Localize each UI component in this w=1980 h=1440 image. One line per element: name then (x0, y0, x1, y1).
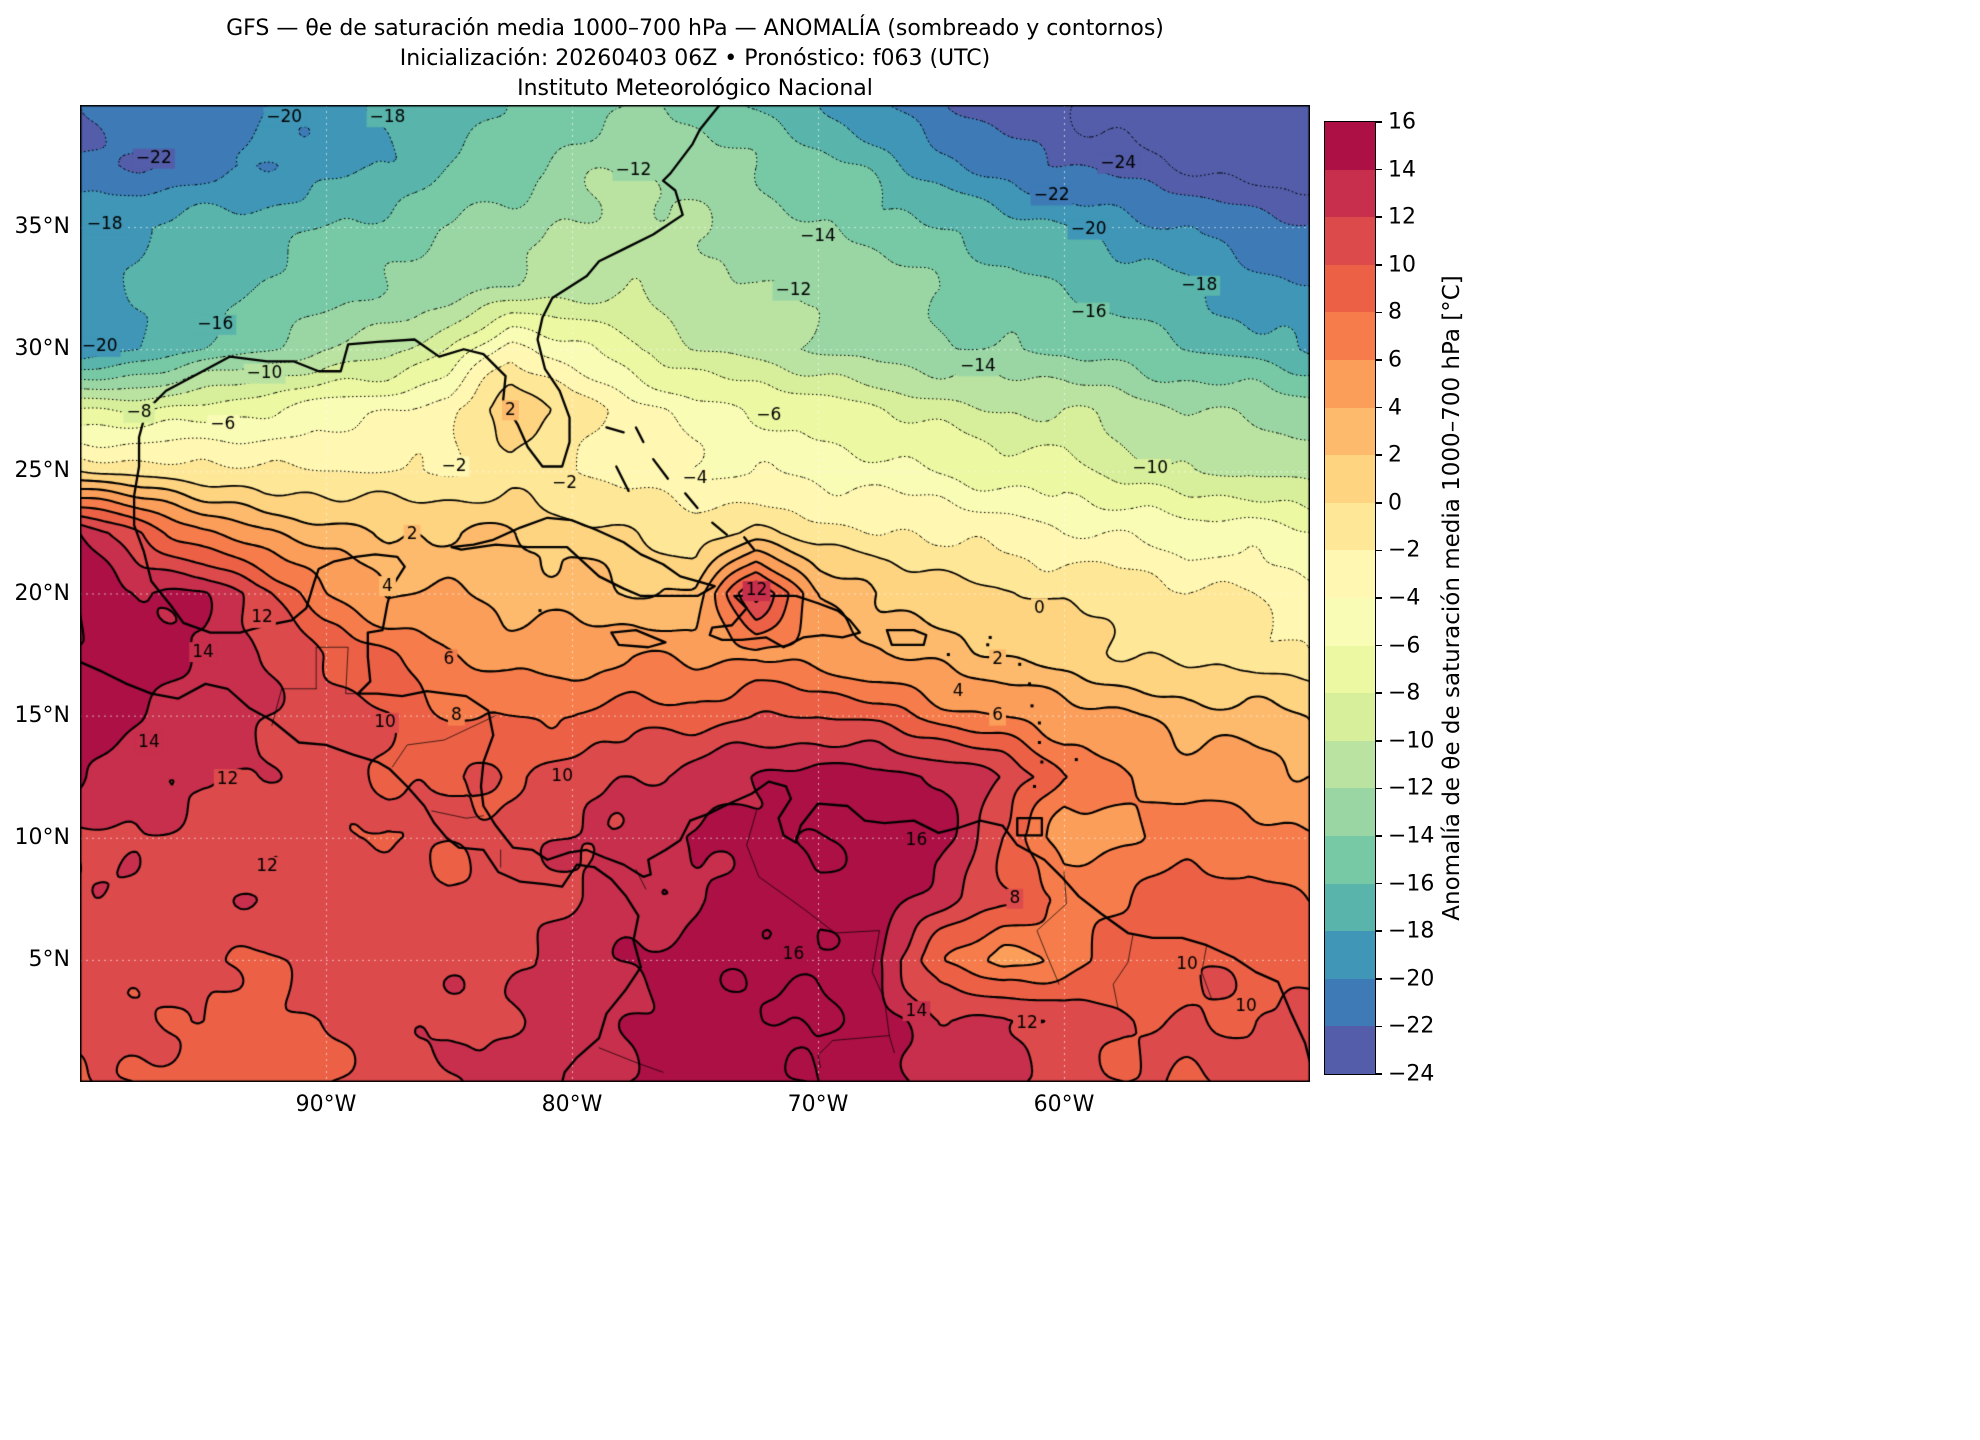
colorbar-tick-mark (1376, 1025, 1382, 1028)
colorbar-tick-label: 0 (1388, 490, 1402, 516)
colorbar-tick-mark (1376, 740, 1382, 742)
colorbar-tick-label: 8 (1388, 299, 1402, 325)
colorbar-tick-label: −14 (1388, 823, 1435, 849)
colorbar-cell (1325, 455, 1375, 503)
colorbar-tick-mark (1376, 216, 1382, 218)
figure-title: GFS — θe de saturación media 1000–700 hP… (226, 16, 1164, 41)
colorbar-cell (1325, 407, 1375, 456)
colorbar-tick-mark (1376, 311, 1382, 314)
colorbar-cell (1325, 550, 1375, 598)
colorbar-cell (1325, 359, 1375, 408)
colorbar-tick-mark (1376, 692, 1382, 694)
colorbar-cell (1325, 217, 1375, 265)
colorbar-tick-label: −18 (1388, 918, 1435, 944)
y-axis-tick-label: 10°N (14, 824, 70, 850)
colorbar-tick-label: −12 (1388, 775, 1435, 801)
colorbar-tick-label: −16 (1388, 871, 1435, 897)
colorbar-tick-mark (1376, 597, 1382, 599)
colorbar (1324, 121, 1376, 1075)
colorbar-tick-mark (1376, 787, 1382, 790)
colorbar-tick-label: 4 (1388, 395, 1402, 421)
colorbar-cell (1325, 788, 1375, 836)
colorbar-cell (1325, 264, 1375, 313)
y-axis-tick-label: 20°N (14, 580, 70, 606)
colorbar-cell (1325, 645, 1375, 694)
colorbar-tick-mark (1376, 359, 1382, 361)
colorbar-cell (1325, 122, 1375, 170)
figure-title-block: GFS — θe de saturación media 1000–700 hP… (80, 14, 1310, 104)
colorbar-tick-label: 2 (1388, 442, 1402, 468)
colorbar-cell (1325, 502, 1375, 551)
colorbar-tick-mark (1376, 1073, 1382, 1075)
colorbar-tick-mark (1376, 121, 1382, 123)
colorbar-tick-mark (1376, 549, 1382, 552)
y-axis-tick-label: 35°N (14, 214, 70, 240)
x-axis-tick-label: 60°W (1033, 1092, 1095, 1117)
colorbar-tick-label: −10 (1388, 728, 1435, 754)
colorbar-tick-mark (1376, 978, 1382, 980)
colorbar-tick-mark (1376, 882, 1382, 885)
colorbar-cell (1325, 931, 1375, 979)
colorbar-tick-mark (1376, 406, 1382, 409)
colorbar-cell (1325, 740, 1375, 789)
colorbar-cell (1325, 835, 1375, 884)
colorbar-tick-label: −6 (1388, 633, 1421, 659)
x-axis-tick-label: 70°W (787, 1092, 849, 1117)
colorbar-tick-label: −24 (1388, 1061, 1435, 1087)
x-axis-tick-label: 80°W (541, 1092, 603, 1117)
colorbar-tick-label: −22 (1388, 1013, 1435, 1039)
colorbar-tick-mark (1376, 264, 1382, 266)
colorbar-axis-label: Anomalía de θe de saturación media 1000–… (1439, 275, 1465, 921)
x-axis-tick-label: 90°W (295, 1092, 357, 1117)
colorbar-cell (1325, 597, 1375, 646)
y-axis-tick-label: 30°N (14, 336, 70, 362)
colorbar-cell (1325, 693, 1375, 741)
colorbar-cell (1325, 883, 1375, 932)
colorbar-tick-mark (1376, 930, 1382, 932)
colorbar-tick-mark (1376, 502, 1382, 504)
colorbar-cell (1325, 169, 1375, 218)
colorbar-tick-label: −2 (1388, 537, 1421, 563)
colorbar-tick-mark (1376, 168, 1382, 171)
colorbar-tick-mark (1376, 454, 1382, 456)
colorbar-tick-label: 10 (1388, 252, 1416, 278)
figure-institution: Instituto Meteorológico Nacional (517, 76, 873, 101)
colorbar-cell (1325, 312, 1375, 360)
colorbar-tick-label: 12 (1388, 204, 1416, 230)
colorbar-tick-label: 6 (1388, 347, 1402, 373)
colorbar-tick-label: 14 (1388, 157, 1416, 183)
colorbar-tick-label: −20 (1388, 966, 1435, 992)
colorbar-cell (1325, 1026, 1375, 1074)
colorbar-cell (1325, 978, 1375, 1027)
colorbar-tick-label: −4 (1388, 585, 1421, 611)
y-axis-tick-label: 15°N (14, 702, 70, 728)
colorbar-tick-label: 16 (1388, 109, 1416, 135)
figure-subtitle: Inicialización: 20260403 06Z • Pronóstic… (399, 46, 991, 71)
y-axis-tick-label: 25°N (14, 458, 70, 484)
colorbar-tick-mark (1376, 835, 1382, 837)
map-canvas (80, 105, 1310, 1082)
colorbar-tick-mark (1376, 644, 1382, 647)
colorbar-tick-label: −8 (1388, 680, 1421, 706)
y-axis-tick-label: 5°N (28, 946, 70, 972)
